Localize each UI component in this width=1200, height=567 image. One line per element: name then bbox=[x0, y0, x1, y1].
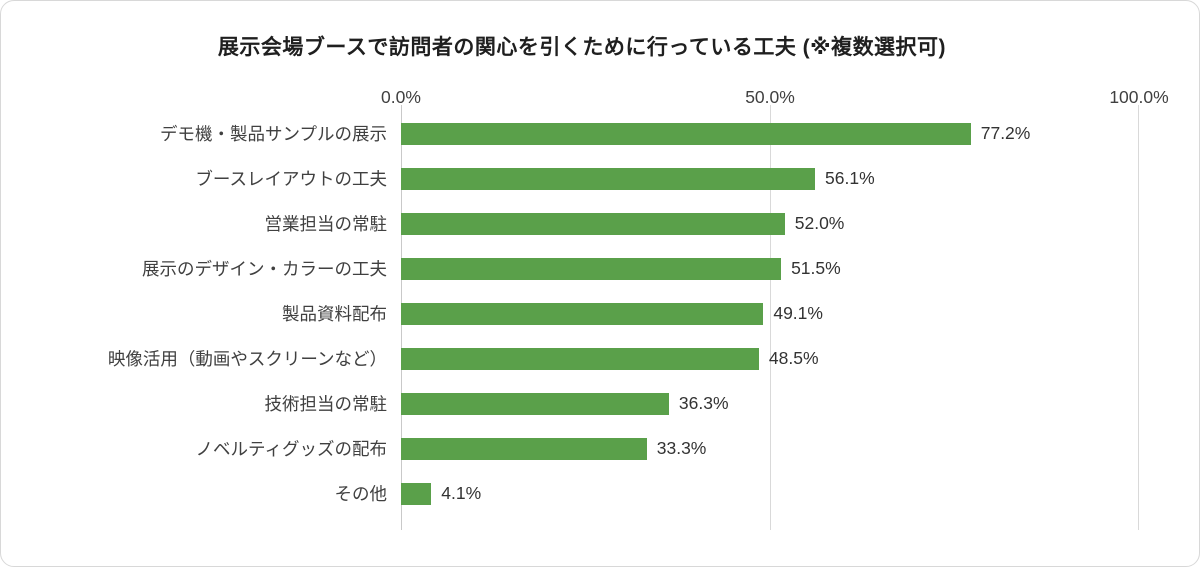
value-label: 36.3% bbox=[678, 393, 729, 413]
bar bbox=[401, 437, 647, 460]
bar bbox=[401, 257, 782, 280]
plot-area: デモ機・製品サンプルの展示 77.2% ブースレイアウトの工夫 56.1% 営業担当の常… bbox=[25, 105, 1139, 530]
chart-row: 製品資料配布 49.1% bbox=[25, 291, 1139, 336]
chart-rows: デモ機・製品サンプルの展示 77.2% ブースレイアウトの工夫 56.1% 営業担当の常… bbox=[25, 111, 1139, 516]
chart-row: 映像活用（動画やスクリーンなど） 48.5% bbox=[25, 336, 1139, 381]
chart-row: その他 4.1% bbox=[25, 471, 1139, 516]
bar-track: 49.1% bbox=[401, 291, 1139, 336]
bar bbox=[401, 302, 764, 325]
category-label: 映像活用（動画やスクリーンなど） bbox=[107, 349, 387, 369]
category-label: ブースレイアウトの工夫 bbox=[195, 169, 387, 189]
bar-track: 77.2% bbox=[401, 111, 1139, 156]
bar-track: 33.3% bbox=[401, 426, 1139, 471]
bar bbox=[401, 212, 785, 235]
chart-row: 技術担当の常駐 36.3% bbox=[25, 381, 1139, 426]
bar bbox=[401, 347, 759, 370]
chart-row: ブースレイアウトの工夫 56.1% bbox=[25, 156, 1139, 201]
chart-row: 営業担当の常駐 52.0% bbox=[25, 201, 1139, 246]
category-label: 製品資料配布 bbox=[282, 304, 387, 324]
x-tick-50: 50.0% bbox=[745, 87, 795, 107]
bar bbox=[401, 122, 971, 145]
chart-row: ノベルティグッズの配布 33.3% bbox=[25, 426, 1139, 471]
bar-track: 36.3% bbox=[401, 381, 1139, 426]
chart-row: デモ機・製品サンプルの展示 77.2% bbox=[25, 111, 1139, 156]
bar bbox=[401, 392, 669, 415]
value-label: 52.0% bbox=[794, 213, 845, 233]
value-label: 51.5% bbox=[791, 258, 841, 278]
x-axis: 0.0% 50.0% 100.0% bbox=[25, 87, 1169, 111]
bar-track: 56.1% bbox=[401, 156, 1139, 201]
x-tick-0: 0.0% bbox=[381, 87, 421, 107]
bar-track: 48.5% bbox=[401, 336, 1139, 381]
bar-track: 52.0% bbox=[401, 201, 1139, 246]
bar bbox=[401, 167, 816, 190]
value-label: 77.2% bbox=[980, 123, 1031, 143]
chart-row: 展示のデザイン・カラーの工夫 51.5% bbox=[25, 246, 1139, 291]
category-label: ノベルティグッズの配布 bbox=[195, 439, 387, 459]
x-tick-100: 100.0% bbox=[1109, 87, 1169, 107]
value-label: 49.1% bbox=[773, 303, 823, 323]
category-label: その他 bbox=[334, 484, 388, 504]
category-label: 技術担当の常駐 bbox=[264, 394, 388, 414]
value-label: 48.5% bbox=[768, 348, 819, 368]
category-label: デモ機・製品サンプルの展示 bbox=[160, 124, 387, 144]
value-label: 56.1% bbox=[825, 168, 875, 188]
chart-title: 展示会場ブースで訪問者の関心を引くために行っている工夫 (※複数選択可) bbox=[217, 36, 947, 59]
x-axis-ticks: 0.0% 50.0% 100.0% bbox=[381, 87, 1169, 111]
value-label: 33.3% bbox=[656, 438, 707, 458]
axis-spacer bbox=[25, 87, 401, 111]
bar-track: 4.1% bbox=[401, 471, 1139, 516]
bar-track: 51.5% bbox=[401, 246, 1139, 291]
category-label: 営業担当の常駐 bbox=[264, 214, 388, 234]
value-label: 4.1% bbox=[441, 483, 482, 503]
category-label: 展示のデザイン・カラーの工夫 bbox=[142, 259, 387, 279]
bar bbox=[401, 482, 432, 505]
